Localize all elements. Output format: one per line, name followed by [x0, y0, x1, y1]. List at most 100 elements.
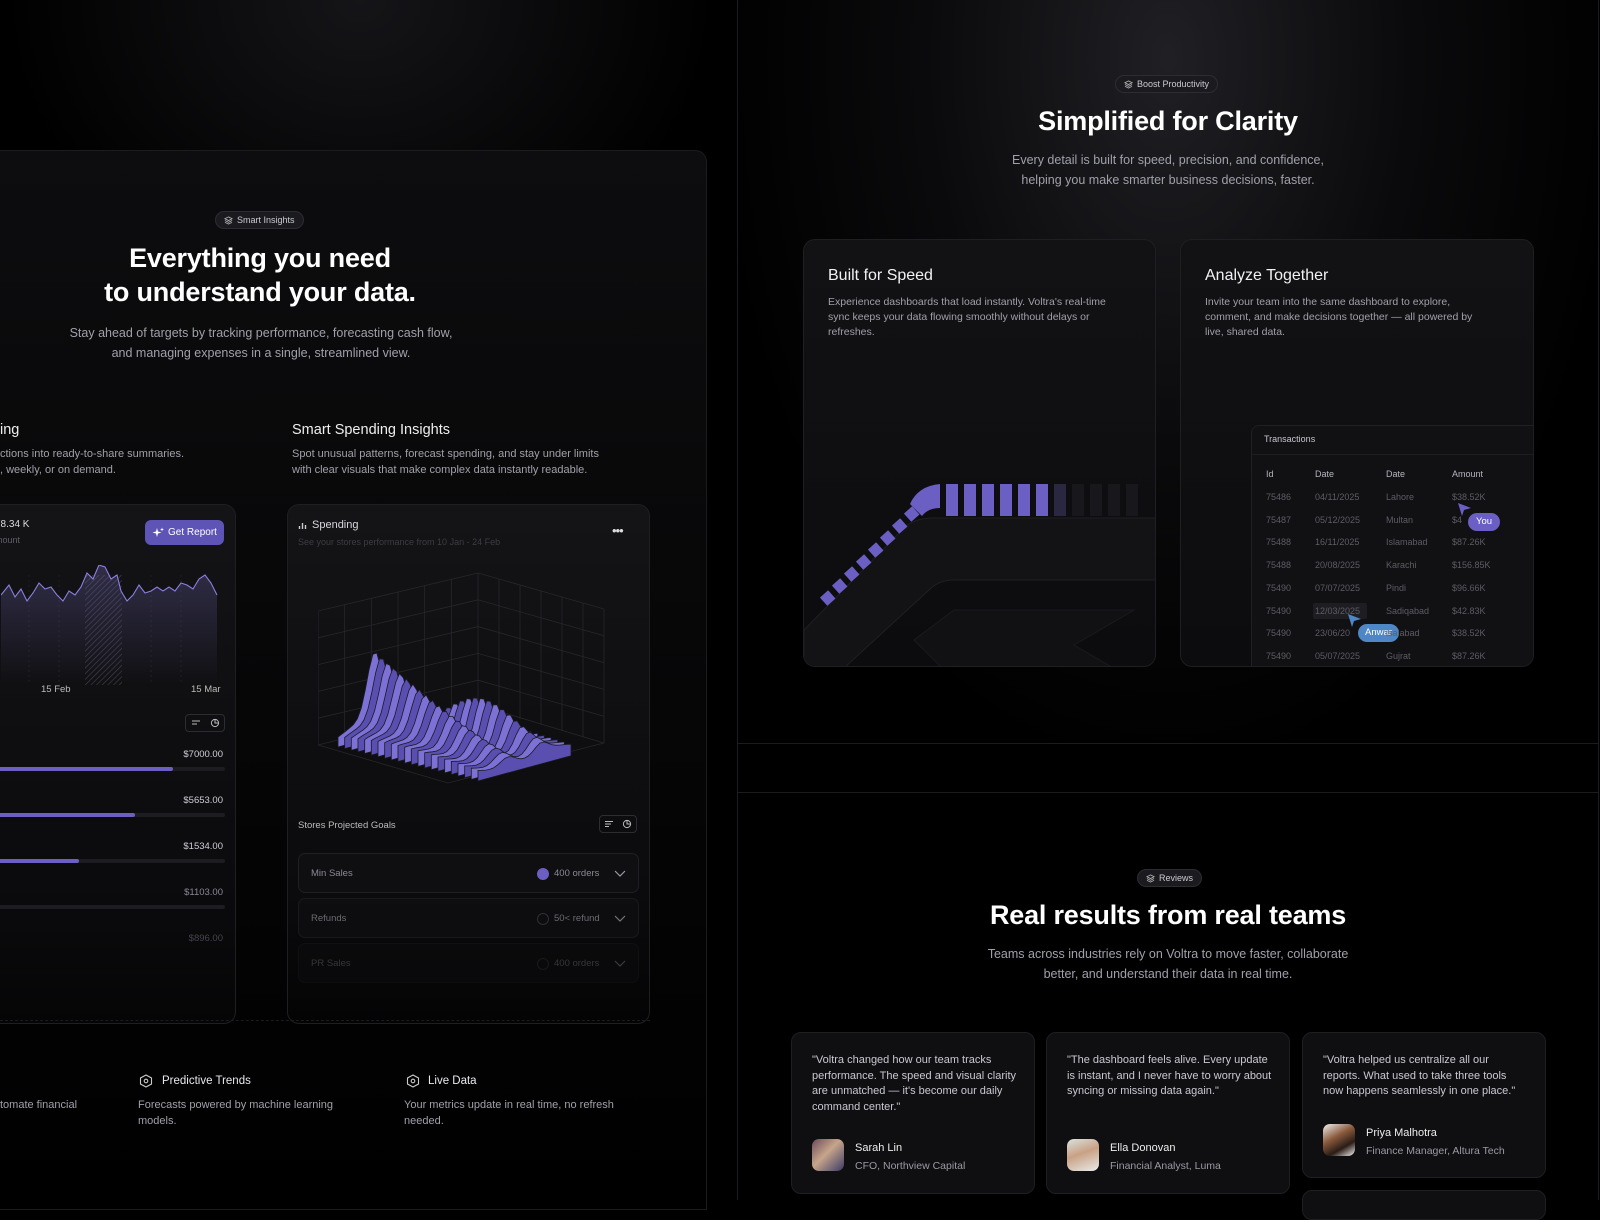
feature-a-title: ing [0, 422, 20, 438]
cursor-you-pointer [1458, 503, 1471, 516]
review-card: "The dashboard feels alive. Every update… [1046, 1032, 1290, 1194]
reviewer-role: Finance Manager, Altura Tech [1366, 1145, 1505, 1157]
goal-value: 50< refund [554, 913, 600, 924]
list-icon[interactable] [604, 819, 614, 829]
hexagon-icon [406, 1074, 420, 1088]
right-description-1: Every detail is built for speed, precisi… [1012, 153, 1324, 167]
bar-track [0, 859, 225, 863]
feature-b-desc-1: Spot unusual patterns, forecast spending… [292, 448, 599, 460]
bar-track [0, 767, 225, 771]
reviewer-name: Priya Malhotra [1366, 1127, 1437, 1139]
cursor-anwar-label: Anwar [1358, 624, 1399, 642]
reviews-badge: Reviews [1137, 869, 1203, 887]
bar-fill [0, 767, 174, 771]
bar-value-label: $896.00 [188, 933, 223, 944]
table-cell: Sadiqabad [1386, 605, 1430, 616]
left-description-2: and managing expenses in a single, strea… [111, 346, 411, 360]
table-cell: $87.26K [1452, 537, 1486, 548]
report-line-chart [1, 565, 218, 685]
table-cell: $42.83K [1452, 605, 1486, 616]
list-icon[interactable] [191, 718, 201, 728]
badge-label: Boost Productivity [1137, 79, 1210, 89]
bottom-feature-2-desc-1: Forecasts powered by machine learning [138, 1099, 334, 1111]
avatar [1067, 1139, 1099, 1171]
goal-row[interactable]: Refunds 50< refund [298, 898, 639, 938]
table-cell: Lahore [1386, 492, 1415, 502]
panel-divider [737, 0, 738, 1200]
table-cell: 05/07/2025 [1315, 650, 1361, 661]
table-cell: Gujrat [1386, 650, 1411, 661]
table-cell: Islamabad [1386, 537, 1428, 548]
chevron-down-icon[interactable] [614, 959, 626, 969]
table-cell: 20/08/2025 [1315, 560, 1361, 571]
more-options-icon[interactable]: ••• [612, 523, 624, 538]
bottom-feature-2-desc-2: models. [138, 1115, 177, 1127]
empty-circle-icon [537, 958, 549, 970]
table-cell: isalabad [1386, 628, 1420, 639]
review-card: "Voltra helped us centralize all our rep… [1302, 1032, 1546, 1178]
feature-a-desc-2: , weekly, or on demand. [0, 464, 116, 476]
table-cell: 75488 [1266, 560, 1292, 571]
bottom-feature-3-desc-1: Your metrics update in real time, no ref… [404, 1099, 614, 1111]
table-cell: $87.26K [1452, 650, 1486, 661]
bar-fill [0, 859, 79, 863]
reviews-description-1: Teams across industries rely on Voltra t… [987, 947, 1349, 961]
report-amount: 78.34 K [0, 519, 30, 530]
bar-track [0, 905, 225, 909]
right-description-2: helping you make smarter business decisi… [1021, 173, 1315, 187]
feature-a-desc-1: ctions into ready-to-share summaries. [0, 448, 185, 460]
spending-3d-chart [318, 572, 605, 784]
chevron-down-icon[interactable] [614, 869, 626, 879]
bottom-feature-3-desc-2: needed. [404, 1115, 444, 1127]
table-cell: 12/03/2025 [1315, 605, 1361, 616]
bottom-feature-3-title: Live Data [428, 1075, 477, 1087]
reviewer-role: CFO, Northview Capital [855, 1160, 966, 1172]
together-card-desc-2: comment, and make decisions together — a… [1205, 311, 1473, 323]
spending-title: Spending [312, 519, 359, 531]
pie-icon[interactable] [210, 718, 220, 728]
built-for-speed-card: Built for Speed Experience dashboards th… [803, 239, 1156, 667]
pie-icon[interactable] [622, 819, 632, 829]
goal-label: Min Sales [311, 868, 353, 879]
bar-track [0, 813, 225, 817]
table-cell: 23/06/20 [1315, 628, 1351, 639]
speed-card-title: Built for Speed [828, 267, 933, 284]
layers-icon [1124, 79, 1133, 89]
table-cell: Karachi [1386, 560, 1417, 571]
chevron-down-icon[interactable] [614, 914, 626, 924]
table-cell: 07/07/2025 [1315, 582, 1361, 593]
empty-circle-icon [537, 913, 549, 925]
goals-view-toggle[interactable] [599, 815, 637, 833]
get-report-button[interactable]: Get Report [145, 520, 224, 545]
table-cell: Pindi [1386, 582, 1407, 593]
sparkle-icon [152, 527, 165, 537]
highlight-cell [1313, 603, 1367, 619]
feature-b-title: Smart Spending Insights [292, 422, 450, 438]
bar-value-label: $7000.00 [183, 749, 223, 760]
feature-b-desc-2: with clear visuals that make complex dat… [292, 464, 588, 476]
check-circle-icon [537, 868, 549, 880]
hexagon-icon [139, 1074, 153, 1088]
table-cell: 75490 [1266, 582, 1292, 593]
goal-value: 400 orders [554, 958, 600, 969]
table-cell: $38.52K [1452, 628, 1486, 639]
goal-row[interactable]: PR Sales 400 orders [298, 943, 639, 983]
review-quote: "Voltra changed how our team tracks perf… [812, 1054, 1017, 1113]
left-headline-2: to understand your data. [104, 277, 416, 307]
bar-value-label: $1534.00 [183, 841, 223, 852]
bar-value-label: $1103.00 [184, 887, 223, 898]
review-quote: "Voltra helped us centralize all our rep… [1323, 1054, 1516, 1097]
table-header: Date [1315, 469, 1335, 479]
goal-row[interactable]: Min Sales 400 orders [298, 853, 639, 893]
cursor-you-label: You [1468, 513, 1501, 531]
reviews-headline: Real results from real teams [989, 900, 1347, 930]
left-headline-1: Everything you need [129, 243, 391, 273]
analyze-together-card: Analyze Together Invite your team into t… [1180, 239, 1534, 667]
review-quote: "The dashboard feels alive. Every update… [1067, 1054, 1272, 1097]
table-cell: $4 [1452, 514, 1463, 525]
table-cell: 75490 [1266, 650, 1292, 661]
reviewer-name: Sarah Lin [855, 1142, 903, 1154]
report-card: 78.34 K mount Get Report 15 Feb 15 Mar $… [0, 504, 236, 1024]
table-cell: 75490 [1266, 605, 1292, 616]
report-view-toggle[interactable] [185, 714, 225, 732]
